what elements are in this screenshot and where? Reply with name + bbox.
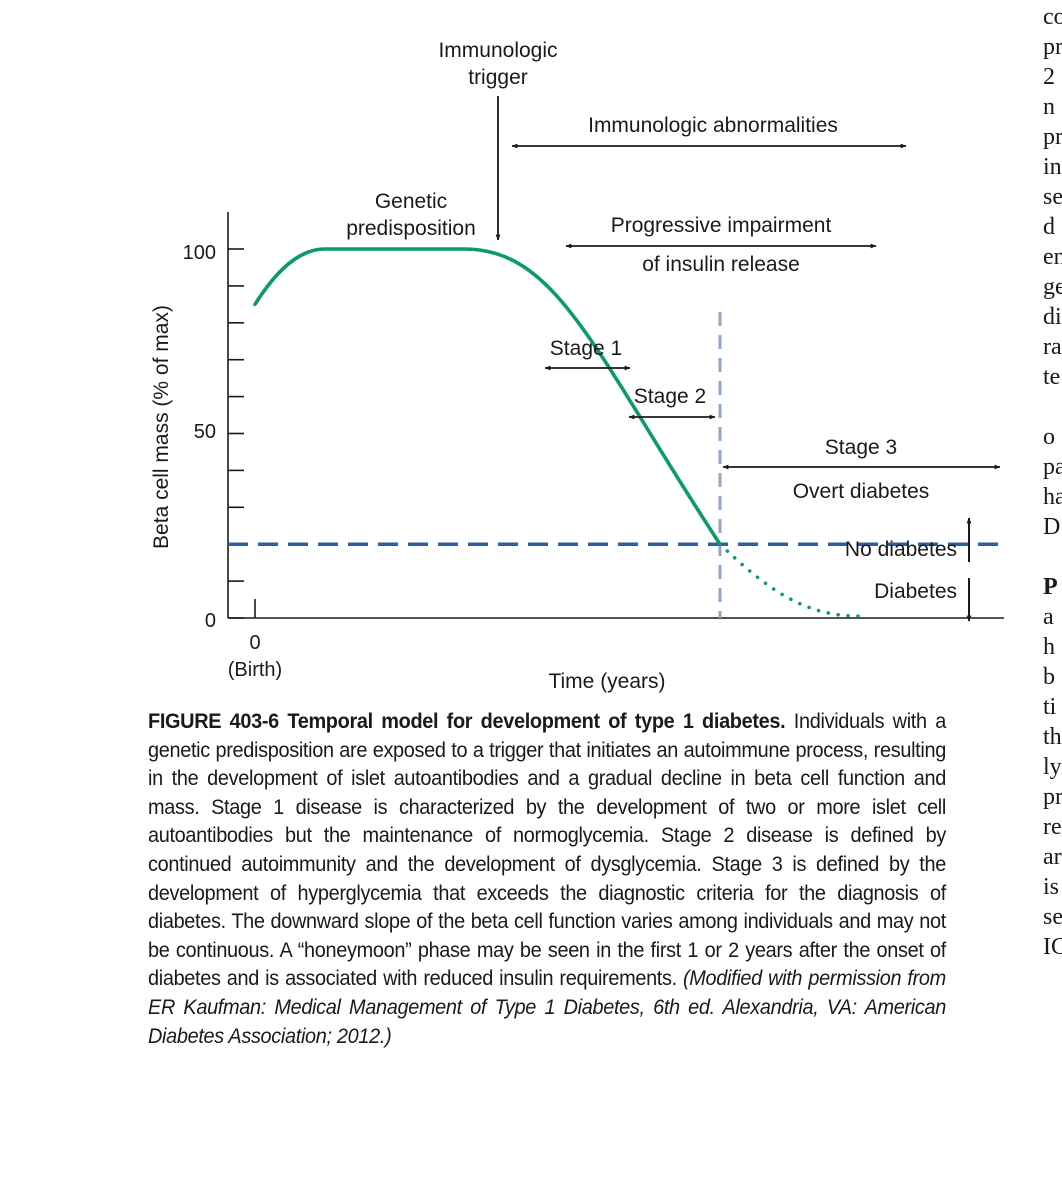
overt-diabetes-label: Overt diabetes	[793, 480, 930, 503]
adjacent-column-line: P	[1043, 574, 1058, 600]
adjacent-column-line: co	[1043, 4, 1062, 30]
adjacent-column-line: in	[1043, 154, 1062, 180]
adjacent-column-line: a	[1043, 604, 1054, 630]
adjacent-column-line: pa	[1043, 454, 1062, 480]
stage-3-label: Stage 3	[825, 436, 897, 459]
y-tick-label-50: 50	[194, 421, 216, 443]
adjacent-column-line: ar	[1043, 844, 1062, 870]
immunologic-abnormalities-label: Immunologic abnormalities	[588, 114, 838, 137]
adjacent-column-line: D	[1043, 514, 1061, 540]
beta-cell-mass-honeymoon-curve	[718, 542, 862, 618]
progressive-impairment-label-line1: Progressive impairment	[611, 214, 832, 237]
y-tick-label-0: 0	[205, 610, 216, 632]
adjacent-column-line: se	[1043, 904, 1062, 930]
immunologic-trigger-label-line2: trigger	[468, 66, 528, 89]
adjacent-column-line: re	[1043, 814, 1062, 840]
adjacent-column-line: pr	[1043, 34, 1062, 60]
adjacent-column-line: 2	[1043, 64, 1055, 90]
adjacent-column-line: th	[1043, 724, 1062, 750]
genetic-predisposition-label-line1: Genetic	[375, 190, 447, 213]
x-tick-label-0: 0	[249, 632, 260, 654]
adjacent-column-line: se	[1043, 184, 1062, 210]
adjacent-column-line: o	[1043, 424, 1055, 450]
adjacent-column-line: di	[1043, 304, 1062, 330]
genetic-predisposition-label-line2: predisposition	[346, 217, 476, 240]
adjacent-column-line: ti	[1043, 694, 1057, 720]
figure-caption-label: FIGURE 403-6 Temporal model for developm…	[148, 709, 786, 733]
beta-cell-mass-curve	[253, 247, 722, 546]
x-tick-sublabel-birth: (Birth)	[228, 659, 282, 681]
progressive-impairment-label-line2: of insulin release	[642, 253, 800, 276]
x-axis-label: Time (years)	[548, 670, 665, 693]
adjacent-column-line: n	[1043, 94, 1055, 120]
y-axis-label: Beta cell mass (% of max)	[150, 305, 173, 549]
adjacent-column-line: b	[1043, 664, 1055, 690]
stage-2-label: Stage 2	[634, 385, 706, 408]
adjacent-column-line: pr	[1043, 124, 1062, 150]
adjacent-column-line: ly	[1043, 754, 1062, 780]
figure-chart: 100 50 0 0 (Birth) Time (years) Beta cel…	[150, 39, 1004, 693]
adjacent-column-line: is	[1043, 874, 1060, 900]
figure-caption-text: Individuals with a genetic predispositio…	[148, 709, 946, 991]
adjacent-column-line: IC	[1043, 934, 1062, 960]
adjacent-column-line: pr	[1043, 784, 1062, 810]
adjacent-column-line: h	[1043, 634, 1055, 660]
figure-caption-credit: (Modified with permission from ER Kaufma…	[148, 966, 946, 1048]
immunologic-trigger-label-line1: Immunologic	[438, 39, 557, 62]
adjacent-column-line	[1043, 392, 1062, 422]
no-diabetes-label: No diabetes	[845, 538, 957, 561]
adjacent-column-line	[1043, 542, 1062, 572]
adjacent-column-line: te	[1043, 364, 1061, 390]
adjacent-column-line: ge	[1043, 274, 1062, 300]
y-axis-ticks	[228, 248, 244, 619]
adjacent-column-line: ha	[1043, 484, 1062, 510]
adjacent-column-line: ra	[1043, 334, 1062, 360]
figure-caption: FIGURE 403-6 Temporal model for developm…	[148, 707, 946, 1050]
adjacent-column-line: en	[1043, 244, 1062, 270]
adjacent-column-line: d	[1043, 214, 1055, 240]
stage-1-label: Stage 1	[550, 337, 622, 360]
diabetes-label: Diabetes	[874, 580, 957, 603]
y-tick-label-100: 100	[183, 242, 216, 264]
